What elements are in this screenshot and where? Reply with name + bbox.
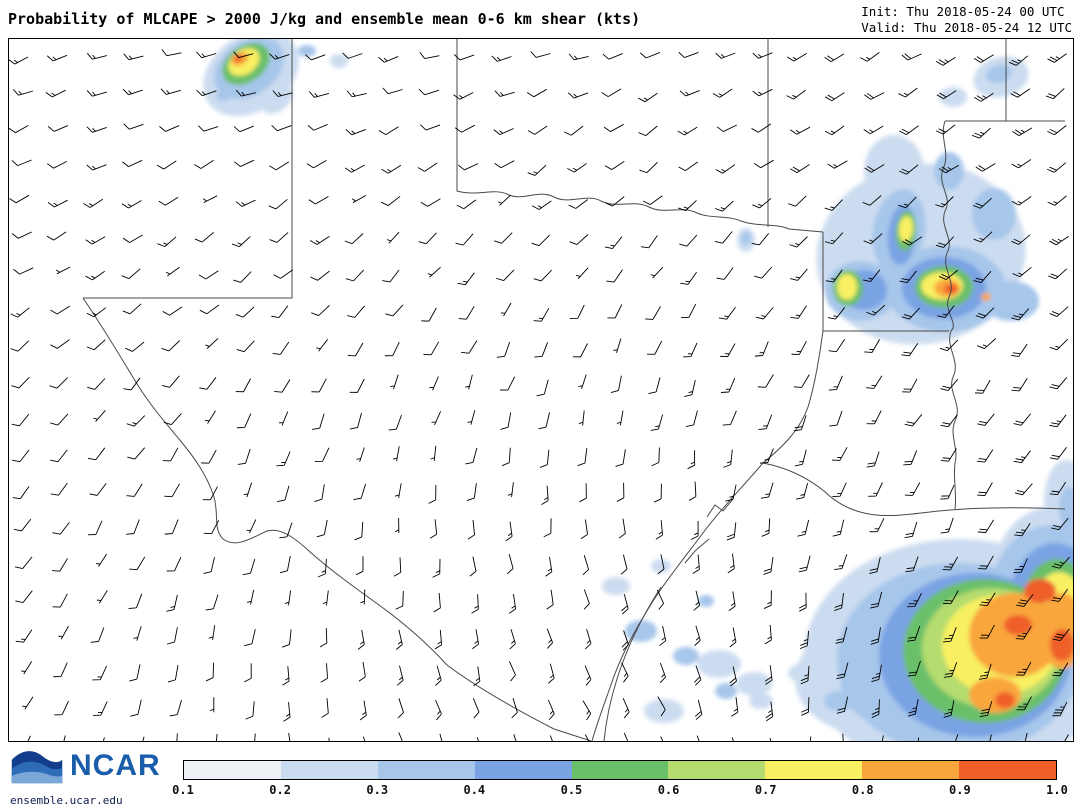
header: Probability of MLCAPE > 2000 J/kg and en… (8, 4, 1072, 37)
figure-title: Probability of MLCAPE > 2000 J/kg and en… (8, 10, 641, 28)
ncar-logo-text: NCAR (70, 749, 161, 782)
init-time: Init: Thu 2018-05-24 00 UTC (861, 4, 1065, 19)
colorbar-label: 0.3 (366, 783, 389, 797)
colorbar-wrap: 0.1 0.2 0.3 0.4 0.5 0.6 0.7 0.8 0.9 1.0 (172, 760, 1068, 799)
valid-time: Valid: Thu 2018-05-24 12 UTC (861, 20, 1072, 36)
colorbar-segment (280, 761, 378, 779)
colorbar-label: 1.0 (1046, 783, 1068, 797)
colorbar-segment (184, 761, 281, 779)
state-borders (82, 39, 1066, 741)
colorbar-label: 0.2 (269, 783, 291, 797)
colorbar-segment (377, 761, 475, 779)
colorbar-label: 0.7 (754, 783, 777, 797)
colorbar-segment (571, 761, 669, 779)
run-times: Init: Thu 2018-05-24 00 UTC Valid: Thu 2… (861, 4, 1072, 37)
colorbar-label: 0.1 (172, 783, 194, 797)
colorbar-labels: 0.1 0.2 0.3 0.4 0.5 0.6 0.7 0.8 0.9 1.0 (172, 783, 1068, 799)
colorbar-segment (765, 761, 863, 779)
forecast-map-svg (9, 39, 1073, 741)
colorbar-label: 0.8 (851, 783, 874, 797)
footer: NCAR ensemble.ucar.edu 0.1 0.2 0.3 0.4 0.5 0.… (0, 742, 1080, 810)
wind-barbs (9, 49, 1070, 741)
colorbar-segment (474, 761, 572, 779)
map-canvas (8, 38, 1074, 742)
ncar-logo-icon (11, 751, 63, 784)
colorbar (183, 760, 1057, 780)
colorbar-segment (862, 761, 960, 779)
colorbar-label: 0.4 (463, 783, 486, 797)
colorbar-segment (668, 761, 766, 779)
colorbar-label: 0.9 (949, 783, 971, 797)
colorbar-segment (959, 761, 1057, 779)
site-url: ensemble.ucar.edu (10, 794, 123, 807)
colorbar-label: 0.5 (560, 783, 583, 797)
branding: NCAR (10, 746, 161, 786)
probability-shading (203, 39, 1073, 741)
colorbar-label: 0.6 (657, 783, 680, 797)
